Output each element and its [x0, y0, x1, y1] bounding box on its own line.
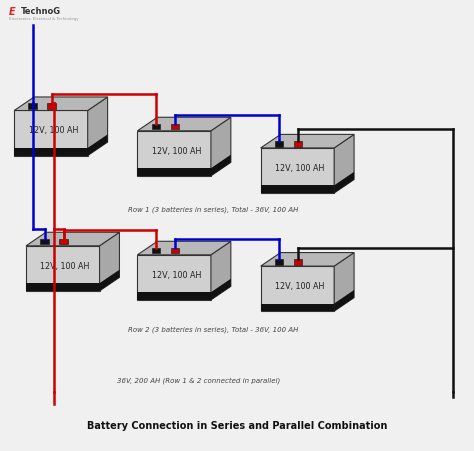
Text: 36V, 200 AH (Row 1 & 2 connected in parallel): 36V, 200 AH (Row 1 & 2 connected in para… — [118, 378, 281, 384]
Polygon shape — [334, 253, 354, 311]
Text: Row 1 (3 batteries in series), Total - 36V, 100 AH: Row 1 (3 batteries in series), Total - 3… — [128, 207, 299, 213]
Polygon shape — [211, 241, 231, 300]
Polygon shape — [137, 131, 211, 176]
Polygon shape — [100, 232, 119, 291]
Polygon shape — [211, 117, 231, 176]
Text: E: E — [9, 7, 15, 17]
Polygon shape — [261, 134, 354, 148]
Polygon shape — [211, 279, 231, 300]
Text: 12V, 100 AH: 12V, 100 AH — [28, 126, 78, 135]
Polygon shape — [294, 259, 302, 265]
Polygon shape — [211, 155, 231, 176]
Polygon shape — [14, 97, 108, 110]
Polygon shape — [275, 259, 283, 265]
Polygon shape — [294, 141, 302, 147]
Polygon shape — [261, 266, 334, 311]
Polygon shape — [137, 168, 211, 176]
Text: Row 2 (3 batteries in series), Total - 36V, 100 AH: Row 2 (3 batteries in series), Total - 3… — [128, 327, 299, 333]
Polygon shape — [47, 103, 56, 109]
Polygon shape — [152, 124, 160, 129]
Polygon shape — [26, 232, 119, 246]
Polygon shape — [137, 117, 231, 131]
Text: Electronics, Electrical & Technology: Electronics, Electrical & Technology — [9, 17, 78, 21]
Polygon shape — [88, 97, 108, 156]
Polygon shape — [275, 141, 283, 147]
Polygon shape — [26, 246, 100, 291]
Polygon shape — [137, 241, 231, 255]
Polygon shape — [261, 185, 334, 193]
Polygon shape — [261, 304, 334, 311]
Text: 12V, 100 AH: 12V, 100 AH — [152, 271, 201, 280]
Polygon shape — [26, 283, 100, 291]
Polygon shape — [261, 253, 354, 266]
Polygon shape — [28, 103, 37, 109]
Polygon shape — [100, 270, 119, 291]
Text: 12V, 100 AH: 12V, 100 AH — [152, 147, 201, 156]
Polygon shape — [261, 148, 334, 193]
Text: 12V, 100 AH: 12V, 100 AH — [275, 164, 325, 173]
Text: 12V, 100 AH: 12V, 100 AH — [40, 262, 90, 271]
Polygon shape — [334, 134, 354, 193]
Text: 12V, 100 AH: 12V, 100 AH — [275, 282, 325, 291]
Polygon shape — [40, 239, 49, 244]
Polygon shape — [152, 248, 160, 253]
Polygon shape — [171, 248, 179, 253]
Polygon shape — [137, 292, 211, 300]
Polygon shape — [137, 255, 211, 300]
Polygon shape — [14, 148, 88, 156]
Polygon shape — [334, 290, 354, 311]
Polygon shape — [14, 110, 88, 156]
Polygon shape — [59, 239, 68, 244]
Polygon shape — [88, 134, 108, 156]
Text: Battery Connection in Series and Parallel Combination: Battery Connection in Series and Paralle… — [87, 421, 387, 431]
Text: TechnoG: TechnoG — [21, 7, 62, 16]
Polygon shape — [171, 124, 179, 129]
Polygon shape — [334, 172, 354, 193]
